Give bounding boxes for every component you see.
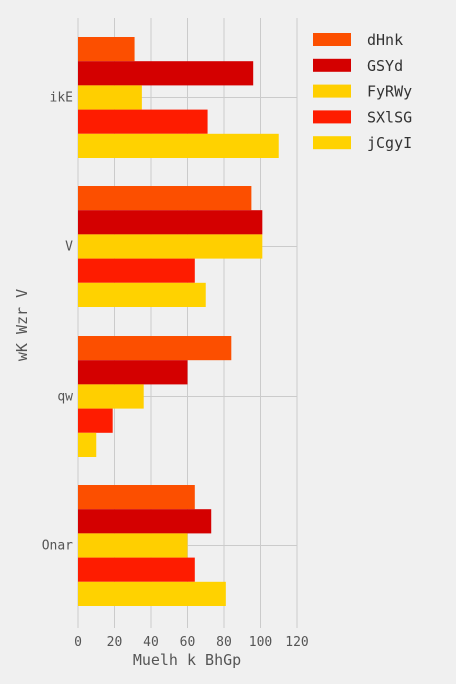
x-axis-label: Muelh k BhGp — [133, 651, 241, 669]
bar — [78, 581, 226, 606]
bar — [78, 61, 254, 86]
x-tick-label: 20 — [107, 635, 123, 650]
y-tick-label: V — [65, 240, 73, 255]
x-tick-label: 100 — [249, 635, 272, 650]
legend-swatch — [313, 84, 351, 98]
bar — [78, 533, 188, 558]
bar — [78, 336, 232, 361]
x-tick-label: 60 — [180, 635, 196, 650]
legend-label: FyRWy — [367, 83, 412, 101]
bar — [78, 509, 212, 534]
legend-swatch — [313, 58, 351, 72]
bar — [78, 557, 195, 582]
bar — [78, 133, 279, 158]
legend-label: SXlSG — [367, 108, 412, 126]
y-tick-label: ikE — [50, 91, 73, 106]
bar — [78, 37, 135, 62]
bar — [78, 282, 206, 307]
bar — [78, 485, 195, 510]
legend: dHnk GSYd FyRWy SXlSG jCgyI — [313, 31, 412, 152]
legend-label: GSYd — [367, 57, 403, 75]
bar — [78, 186, 252, 211]
bar — [78, 408, 113, 433]
bar — [78, 360, 188, 385]
legend-label: jCgyI — [367, 134, 412, 152]
y-axis-label: wK Wzr V — [13, 289, 31, 361]
x-tick-label: 80 — [216, 635, 232, 650]
x-tick-labels: 0 20 40 60 80 100 120 — [74, 635, 309, 650]
bars-layer — [78, 37, 279, 606]
y-tick-labels: ikE Vqw Onar — [42, 91, 73, 554]
legend-swatch — [313, 110, 351, 124]
bar — [78, 85, 142, 110]
x-tick-label: 0 — [74, 635, 82, 650]
bar — [78, 432, 97, 457]
y-tick-label: Onar — [42, 539, 73, 554]
legend-label: dHnk — [367, 31, 403, 49]
bar — [78, 384, 144, 409]
x-tick-label: 120 — [285, 635, 308, 650]
legend-swatch — [313, 136, 351, 150]
bar — [78, 210, 263, 235]
bar — [78, 258, 195, 283]
legend-swatch — [313, 33, 351, 46]
bar — [78, 109, 208, 134]
x-tick-label: 40 — [143, 635, 159, 650]
bar — [78, 234, 263, 259]
y-tick-label: qw — [57, 390, 73, 405]
